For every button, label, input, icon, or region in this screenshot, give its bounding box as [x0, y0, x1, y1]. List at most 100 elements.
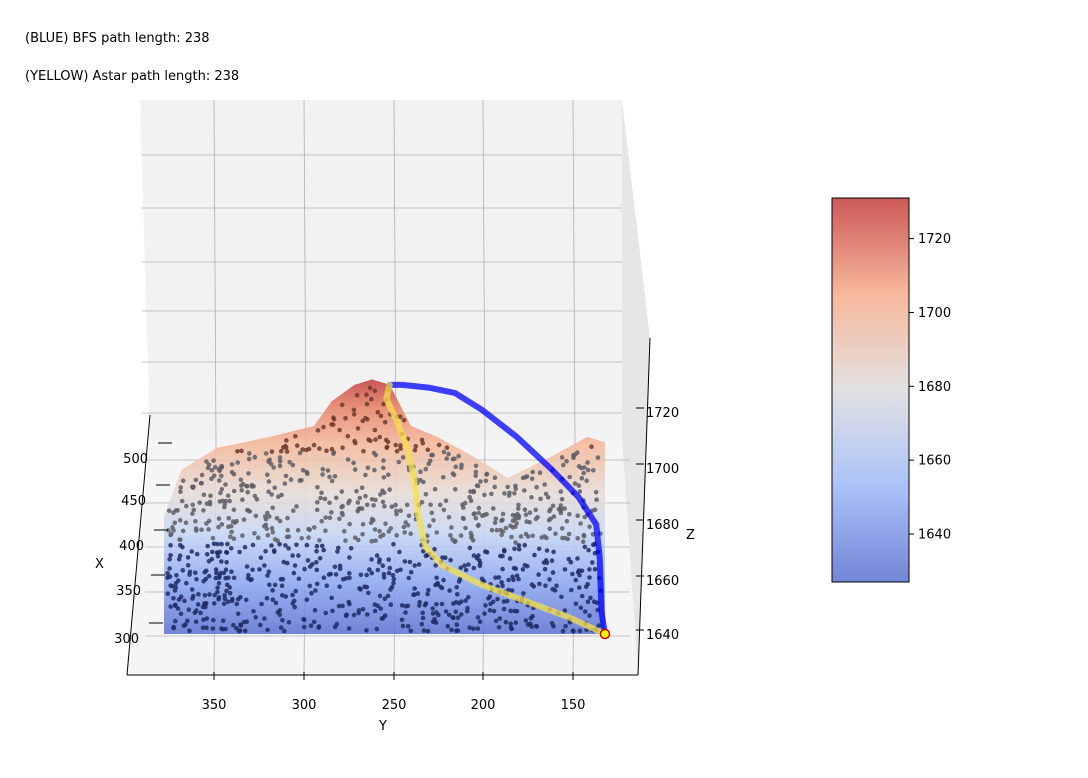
surface-sample-point — [196, 592, 201, 597]
surface-sample-point — [443, 498, 449, 504]
surface-sample-point — [231, 575, 237, 581]
surface-sample-point — [524, 519, 529, 524]
surface-sample-point — [394, 511, 399, 517]
surface-sample-point — [533, 516, 539, 522]
surface-sample-point — [333, 572, 339, 577]
surface-sample-point — [413, 443, 419, 449]
surface-sample-point — [235, 611, 241, 617]
surface-sample-point — [382, 504, 387, 509]
back-pane — [140, 100, 622, 440]
x-axis-label: X — [95, 557, 104, 572]
surface-sample-point — [544, 560, 550, 566]
surface-sample-point — [265, 510, 270, 516]
surface-sample-point — [245, 489, 250, 495]
surface-sample-point — [339, 489, 345, 494]
surface-sample-point — [441, 449, 447, 455]
colorbar-tick-label: 1720 — [918, 232, 951, 247]
surface-sample-point — [412, 586, 417, 591]
surface-sample-point — [229, 469, 235, 475]
surface-sample-point — [283, 473, 289, 479]
surface-sample-point — [244, 619, 250, 624]
surface-sample-point — [522, 507, 528, 512]
surface-sample-point — [192, 610, 198, 616]
surface-sample-point — [551, 623, 556, 629]
surface-sample-point — [262, 563, 267, 568]
surface-sample-point — [512, 490, 517, 496]
surface-sample-point — [212, 592, 217, 598]
surface-sample-point — [359, 506, 365, 511]
surface-sample-point — [249, 484, 255, 489]
surface-sample-point — [358, 572, 364, 578]
surface-sample-point — [378, 413, 384, 419]
surface-sample-point — [197, 500, 202, 505]
surface-sample-point — [419, 437, 425, 443]
surface-sample-point — [242, 544, 248, 550]
surface-sample-point — [377, 434, 383, 440]
surface-sample-point — [454, 622, 460, 627]
surface-sample-point — [266, 459, 271, 464]
surface-sample-point — [190, 502, 195, 508]
surface-sample-point — [516, 506, 521, 511]
surface-sample-point — [168, 532, 173, 538]
surface-sample-point — [403, 610, 408, 615]
surface-sample-point — [224, 588, 229, 594]
surface-sample-point — [447, 588, 452, 593]
surface-sample-point — [228, 534, 233, 539]
surface-sample-point — [334, 495, 339, 501]
surface-sample-point — [239, 488, 244, 493]
surface-sample-point — [425, 447, 431, 453]
surface-sample-point — [594, 497, 599, 503]
surface-sample-point — [271, 465, 277, 470]
surface-sample-point — [319, 543, 325, 549]
surface-sample-point — [561, 462, 566, 468]
surface-sample-point — [337, 427, 342, 433]
surface-sample-point — [195, 602, 201, 607]
surface-sample-point — [511, 565, 517, 571]
surface-sample-point — [307, 564, 313, 569]
surface-sample-point — [536, 572, 541, 577]
surface-sample-point — [208, 493, 213, 499]
surface-sample-point — [591, 599, 597, 604]
surface-sample-point — [252, 493, 258, 499]
surface-sample-point — [354, 488, 359, 494]
surface-sample-point — [346, 626, 352, 631]
surface-sample-point — [282, 481, 288, 486]
surface-sample-point — [229, 529, 234, 535]
surface-sample-point — [277, 463, 283, 469]
surface-sample-point — [277, 542, 282, 547]
surface-sample-point — [171, 510, 176, 515]
surface-sample-point — [459, 599, 464, 604]
surface-sample-point — [490, 599, 496, 605]
surface-sample-point — [263, 451, 269, 456]
surface-sample-point — [312, 525, 317, 530]
surface-sample-point — [559, 594, 564, 600]
surface-sample-point — [282, 628, 287, 634]
surface-sample-point — [191, 507, 197, 513]
surface-sample-point — [190, 511, 195, 516]
surface-sample-point — [308, 623, 314, 629]
surface-sample-point — [193, 526, 199, 531]
surface-sample-point — [186, 607, 192, 612]
surface-sample-point — [431, 518, 436, 523]
surface-sample-point — [244, 597, 249, 603]
astar-path-line — [383, 381, 608, 637]
surface-sample-point — [209, 476, 214, 482]
surface-sample-point — [575, 556, 580, 561]
surface-sample-point — [332, 564, 338, 570]
surface-sample-point — [394, 448, 400, 454]
surface-sample-point — [550, 503, 556, 509]
surface-sample-point — [253, 513, 259, 519]
surface-sample-point — [384, 444, 390, 450]
surface-sample-point — [545, 495, 551, 500]
surface-sample-point — [311, 619, 317, 625]
y-tick-label: 200 — [471, 698, 496, 713]
surface-sample-point — [317, 446, 322, 451]
surface-sample-point — [430, 611, 436, 616]
surface-sample-point — [284, 449, 290, 454]
y-tick-label: 300 — [292, 698, 317, 713]
surface-sample-point — [322, 496, 328, 502]
y-axis-ticks: 350 300 250 200 150 — [202, 672, 585, 713]
surface-sample-point — [575, 570, 581, 575]
surface-sample-point — [272, 582, 278, 588]
surface-sample-point — [314, 581, 320, 587]
